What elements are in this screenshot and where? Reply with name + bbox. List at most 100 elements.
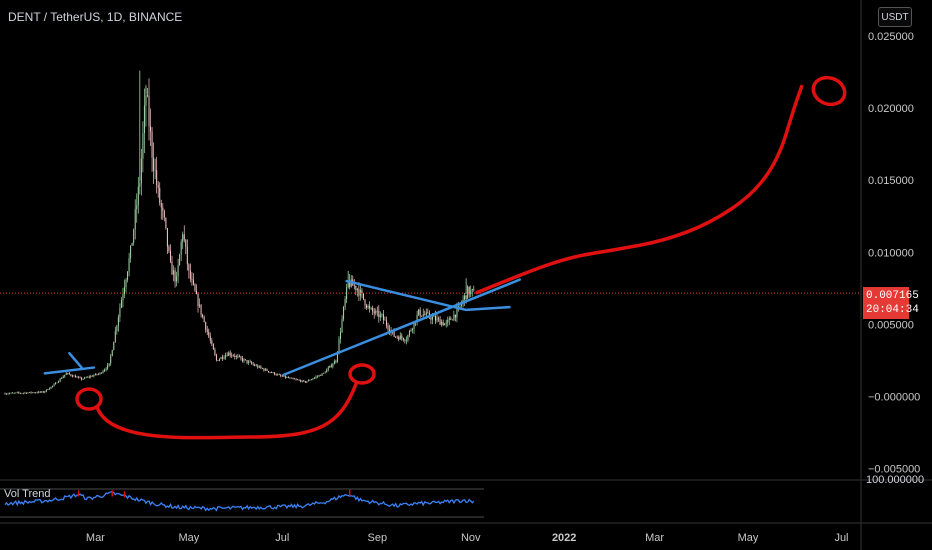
candle-body xyxy=(410,330,412,332)
candle-body xyxy=(329,365,331,368)
candle-body xyxy=(200,304,202,315)
candle-body xyxy=(139,183,141,187)
candle-body xyxy=(464,295,466,300)
candle-body xyxy=(323,372,325,374)
candle-body xyxy=(64,374,66,377)
candle-body xyxy=(29,392,31,393)
candle-body xyxy=(448,318,450,321)
candle-body xyxy=(395,336,397,338)
candle-body xyxy=(347,280,349,288)
candle-body xyxy=(151,131,153,158)
price-tick-label: 0.025000 xyxy=(868,31,914,43)
candle-body xyxy=(42,391,44,393)
candle-body xyxy=(280,374,282,376)
candle-body xyxy=(160,202,162,208)
candle-body xyxy=(245,359,247,361)
candle-body xyxy=(471,288,473,291)
candle-body xyxy=(366,305,368,308)
candle-body xyxy=(404,339,406,341)
candle-body xyxy=(56,382,58,384)
candle-body xyxy=(378,310,380,318)
candle-body xyxy=(407,335,409,341)
candle-body xyxy=(271,372,273,373)
candle-body xyxy=(157,184,159,188)
indicator-line xyxy=(4,491,475,512)
candle-body xyxy=(10,392,12,394)
candle-body xyxy=(55,382,57,385)
candle-body xyxy=(255,365,257,367)
candle-body xyxy=(205,322,207,330)
candle-body xyxy=(301,380,303,382)
candle-body xyxy=(130,245,132,259)
candle-body xyxy=(398,337,400,340)
candle-body xyxy=(364,299,366,306)
projected-cup-curve xyxy=(95,382,358,440)
candle-body xyxy=(192,279,194,285)
candle-body xyxy=(117,317,119,326)
candle-body xyxy=(27,392,29,394)
candle-body xyxy=(13,392,15,394)
candle-body xyxy=(442,322,444,326)
candle-body xyxy=(248,361,250,363)
candle-body xyxy=(88,376,90,378)
candle-body xyxy=(25,392,27,394)
chart-title: DENT / TetherUS, 1D, BINANCE xyxy=(8,10,183,24)
candle-body xyxy=(7,393,9,395)
candle-body xyxy=(272,372,274,374)
trendline-drawings[interactable] xyxy=(43,73,849,440)
indicator-label[interactable]: Vol Trend xyxy=(4,488,51,500)
candle-body xyxy=(81,377,83,380)
candle-body xyxy=(327,367,329,370)
candle-body xyxy=(197,293,199,307)
candle-body xyxy=(9,393,11,394)
candle-body xyxy=(343,306,345,320)
candle-body xyxy=(336,351,338,362)
candle-body xyxy=(208,331,210,337)
candle-body xyxy=(286,377,288,378)
candle-body xyxy=(142,133,144,159)
candle-body xyxy=(284,376,286,378)
currency-button[interactable]: USDT xyxy=(878,7,912,27)
candle-body xyxy=(90,375,92,378)
candle-body xyxy=(237,356,239,357)
candle-body xyxy=(168,246,170,251)
candle-body xyxy=(68,373,70,375)
candle-body xyxy=(300,380,302,382)
candle-body xyxy=(307,380,309,382)
candle-body xyxy=(94,373,96,376)
candle-body xyxy=(35,392,37,394)
candle-body xyxy=(447,320,449,323)
candle-body xyxy=(41,391,43,393)
candle-body xyxy=(159,187,161,203)
time-tick-label: Nov xyxy=(461,532,481,544)
candle-body xyxy=(341,319,343,333)
candle-body xyxy=(71,375,73,377)
candle-body xyxy=(456,308,458,318)
candle-body xyxy=(419,309,421,316)
candle-body xyxy=(324,372,326,374)
candle-body xyxy=(278,374,280,376)
candle-body xyxy=(277,374,279,376)
candle-body xyxy=(353,285,355,287)
candle-body xyxy=(15,392,17,394)
candle-body xyxy=(333,361,335,365)
candle-body xyxy=(111,350,113,357)
candle-body xyxy=(97,373,99,375)
candle-body xyxy=(218,359,220,361)
candle-body xyxy=(183,234,185,240)
candle-body xyxy=(373,311,375,314)
candle-body xyxy=(145,95,147,106)
candle-body xyxy=(473,288,475,290)
candle-body xyxy=(62,376,64,379)
marker-circle-mid xyxy=(348,363,376,385)
candle-body xyxy=(212,343,214,350)
candle-body xyxy=(104,369,106,372)
candle-body xyxy=(303,380,305,382)
triangle-upper-trendline xyxy=(345,279,468,312)
candle-body xyxy=(309,380,311,381)
candle-body xyxy=(91,375,93,377)
candle-body xyxy=(215,354,217,361)
candle-body xyxy=(85,377,87,379)
candle-body xyxy=(84,377,86,379)
